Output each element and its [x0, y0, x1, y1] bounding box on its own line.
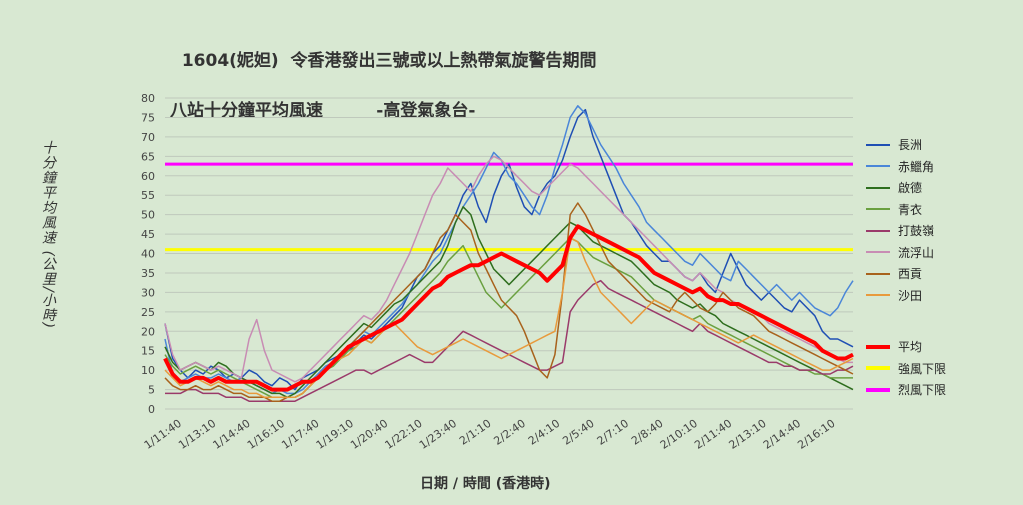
legend-swatch [866, 208, 890, 211]
y-tick-label: 35 [141, 267, 155, 280]
y-axis-label: 十分鐘平均風速 (公里/小時) [40, 140, 56, 330]
series-line [164, 202, 854, 402]
x-tick-label: 2/10:10 [658, 417, 700, 452]
y-tick-label: 30 [141, 286, 155, 299]
series-line [164, 237, 853, 399]
legend-swatch [866, 387, 890, 392]
chart-legend: 長洲赤鱲角啟德青衣打鼓嶺流浮山西貢沙田平均強風下限烈風下限 [866, 134, 946, 401]
legend-swatch [866, 294, 890, 297]
legend-label: 西貢 [898, 267, 923, 282]
x-tick-label: 2/13:10 [727, 417, 769, 452]
y-tick-label: 10 [141, 364, 155, 377]
y-tick-label: 70 [141, 131, 155, 144]
legend-label: 平均 [898, 340, 923, 355]
chart-title-line1: 1604(妮妲) 令香港發出三號或以上熱帶氣旋警告期間 [181, 51, 597, 71]
legend-label: 打鼓嶺 [898, 224, 935, 239]
y-tick-label: 60 [141, 170, 155, 183]
x-tick-label: 2/7:10 [595, 417, 631, 448]
legend-label: 赤鱲角 [898, 159, 935, 174]
legend-label: 青衣 [898, 202, 923, 217]
y-tick-label: 25 [141, 306, 155, 319]
legend-item: 流浮山 [866, 242, 946, 264]
legend-item: 打鼓嶺 [866, 220, 946, 242]
series-line [164, 108, 854, 391]
x-tick-label: 1/13:10 [176, 417, 218, 452]
y-tick-label: 55 [141, 189, 155, 202]
x-tick-label: 2/1:10 [457, 417, 493, 448]
legend-item: 啟德 [866, 177, 946, 199]
legend-item: 青衣 [866, 199, 946, 221]
x-tick-label: 1/22:10 [383, 417, 425, 452]
x-tick-label: 2/16:10 [795, 417, 837, 452]
x-tick-label: 2/14:40 [761, 417, 803, 452]
y-tick-label: 40 [141, 248, 155, 261]
legend-item: 西貢 [866, 263, 946, 285]
y-tick-label: 75 [141, 111, 155, 124]
x-tick-label: 1/16:10 [245, 417, 287, 452]
y-tick-label: 15 [141, 345, 155, 358]
legend-swatch [866, 272, 890, 275]
y-tick-label: 45 [141, 228, 155, 241]
chart-title: 1604(妮妲) 令香港發出三號或以上熱帶氣旋警告期間 八站十分鐘平均風速 -高… [170, 24, 597, 149]
legend-item: 赤鱲角 [866, 156, 946, 178]
legend-swatch [866, 366, 890, 371]
legend-item: 烈風下限 [866, 379, 946, 401]
legend-label: 沙田 [898, 288, 923, 303]
legend-swatch [866, 165, 890, 168]
x-tick-label: 1/20:40 [348, 417, 390, 452]
legend-label: 強風下限 [898, 361, 947, 376]
x-tick-label: 1/17:40 [279, 417, 321, 452]
y-tick-label: 80 [141, 92, 155, 105]
x-axis-label: 日期 / 時間 (香港時) [420, 476, 551, 492]
legend-label: 長洲 [898, 138, 923, 153]
series-line [163, 224, 854, 392]
legend-swatch [866, 344, 890, 349]
series-line [164, 206, 854, 399]
legend-label: 烈風下限 [898, 383, 947, 398]
y-tick-label: 0 [148, 403, 155, 416]
legend-swatch [866, 229, 890, 232]
chart-subtitle: 八站十分鐘平均風速 -高登氣象台- [170, 101, 476, 121]
series-line [164, 237, 854, 399]
legend-swatch [866, 186, 890, 189]
x-tick-label: 2/2:40 [491, 417, 527, 448]
x-tick-label: 2/5:40 [560, 417, 596, 448]
x-tick-label: 1/19:10 [314, 417, 356, 452]
x-tick-label: 2/11:40 [692, 417, 734, 452]
y-tick-label: 65 [141, 150, 155, 163]
x-tick-label: 2/4:10 [526, 417, 562, 448]
x-tick-label: 1/14:40 [211, 417, 253, 452]
series-line [164, 155, 853, 383]
y-tick-label: 20 [141, 325, 155, 338]
legend-item: 沙田 [866, 285, 946, 307]
legend-item: 強風下限 [866, 358, 946, 380]
legend-item: 平均 [866, 336, 946, 358]
y-tick-label: 50 [141, 209, 155, 222]
legend-item: 長洲 [866, 134, 946, 156]
x-tick-label: 1/11:40 [142, 417, 184, 452]
x-tick-label: 1/23:40 [417, 417, 459, 452]
legend-label: 流浮山 [898, 245, 935, 260]
legend-swatch [866, 251, 890, 254]
legend-swatch [866, 143, 890, 146]
legend-label: 啟德 [898, 181, 923, 196]
y-tick-label: 5 [148, 384, 155, 397]
